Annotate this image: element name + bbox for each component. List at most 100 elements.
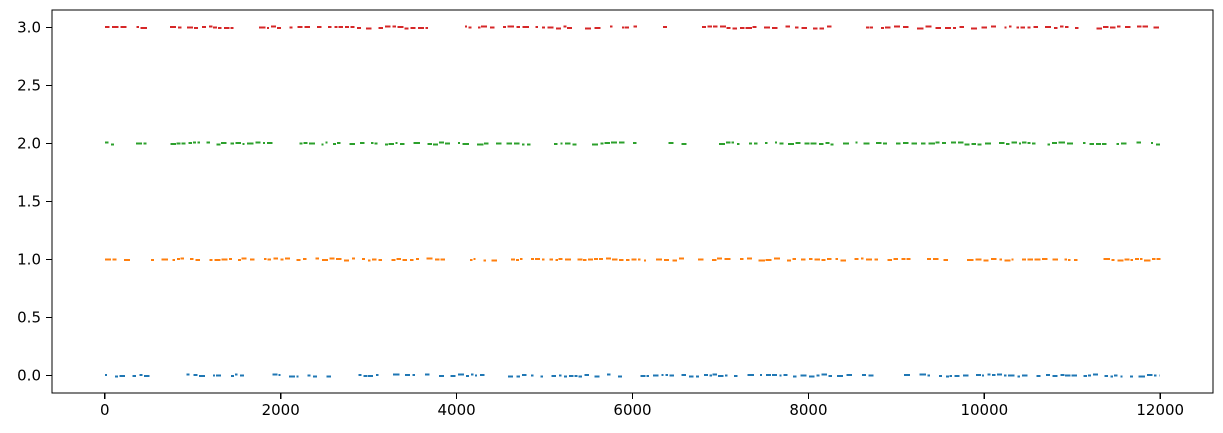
series-dash (241, 257, 247, 260)
series-dash (941, 142, 947, 145)
y-tick-label: 2.5 (17, 76, 41, 94)
series-dash (795, 141, 801, 144)
series-dash (737, 143, 740, 146)
series-dash (1103, 258, 1111, 261)
series-dash (903, 26, 909, 29)
y-tick-label: 0.5 (17, 309, 41, 327)
series-dash (982, 374, 985, 377)
x-tick-label: 2000 (262, 401, 300, 419)
series-dash (321, 143, 324, 146)
series-dash (212, 26, 218, 29)
series-dash (749, 142, 753, 145)
series-dash (962, 374, 969, 377)
series-dash (904, 374, 910, 376)
series-dash (1068, 259, 1071, 262)
series-dash (513, 142, 520, 145)
series-dash (712, 259, 717, 262)
series-dash (221, 258, 228, 261)
series-dash (1052, 258, 1059, 261)
series-dash (578, 375, 583, 378)
series-dash (412, 374, 415, 376)
series-dash (215, 374, 222, 377)
series-dash (1113, 374, 1118, 377)
series-dash (195, 259, 200, 261)
series-dash (868, 374, 874, 377)
series-dash (427, 142, 432, 145)
series-dash (563, 25, 567, 28)
series-dash (600, 142, 604, 145)
series-dash (981, 26, 987, 29)
series-dash (1036, 374, 1041, 377)
series-dash (999, 258, 1003, 261)
series-dash (1143, 259, 1151, 262)
series-dash (230, 26, 234, 29)
x-tick-label: 6000 (613, 401, 651, 419)
series-dash (371, 258, 377, 261)
series-dash (1032, 142, 1036, 145)
series-dash (1064, 258, 1067, 261)
series-dash (388, 143, 394, 145)
series-dash (632, 142, 637, 145)
series-dash (217, 26, 222, 29)
series-dash (440, 258, 445, 261)
series-dash (1142, 25, 1148, 28)
series-dash (303, 257, 307, 260)
series-dash (465, 374, 470, 377)
series-dash (393, 373, 400, 376)
x-tick-label: 0 (100, 401, 110, 419)
series-dash (334, 26, 338, 29)
series-dash (949, 374, 953, 377)
series-dash (567, 26, 573, 29)
axis-ticks: 0 2000 4000 6000 8000 10000 12000 0.0 0.5 1.0 1.5 2… (17, 18, 1184, 419)
series-dash (1150, 142, 1153, 144)
series-dash (669, 374, 674, 377)
series-dash (462, 142, 469, 145)
series-dash (193, 27, 198, 30)
series-dash (664, 258, 669, 261)
series-dash (522, 143, 525, 146)
series-dash (396, 257, 401, 260)
series-dash (289, 375, 296, 378)
series-dash (188, 142, 192, 145)
series-dash (724, 258, 731, 261)
series-dash (368, 375, 374, 377)
series-dash (1136, 141, 1141, 144)
series-dash (862, 373, 867, 376)
series-dash (916, 27, 924, 30)
series-dash (457, 142, 461, 144)
series-dash (284, 257, 290, 260)
series-dash (564, 142, 571, 145)
series-dash (358, 373, 362, 376)
series-dash (296, 375, 299, 378)
series-dash (569, 375, 574, 377)
series-dash (104, 373, 107, 376)
series-dash (775, 141, 778, 144)
series-dash (371, 141, 374, 144)
series-dash (863, 142, 870, 145)
series-dash (433, 143, 439, 146)
series-dash (1082, 142, 1086, 145)
series-dash (349, 142, 355, 145)
series-dash (681, 143, 687, 145)
series-dash (392, 25, 396, 28)
series-dash (289, 26, 293, 29)
series-dash (170, 143, 177, 146)
series-dash (818, 143, 824, 145)
series-dash (1102, 26, 1109, 28)
series-dash (957, 141, 964, 144)
series-dash (718, 375, 724, 377)
series-dash (792, 375, 797, 378)
series-dash (836, 375, 843, 377)
series-dash (266, 27, 269, 30)
series-dash (938, 374, 942, 377)
series-dash (558, 258, 563, 261)
series-dash (1004, 374, 1007, 377)
series-dash (896, 142, 901, 145)
series-dash (213, 374, 216, 377)
series-dash (511, 258, 515, 261)
series-dash (404, 373, 410, 376)
series-dash (734, 375, 738, 378)
series-dash (1054, 27, 1058, 30)
series-dash (640, 374, 646, 377)
